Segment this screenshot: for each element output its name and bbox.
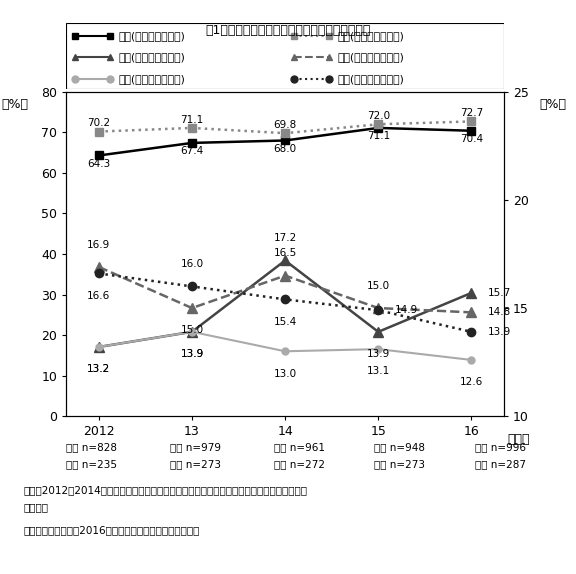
Text: 英国 n=235: 英国 n=235: [66, 459, 118, 469]
Text: 64.3: 64.3: [87, 159, 111, 169]
Text: 16.9: 16.9: [87, 240, 111, 250]
Text: 欧州 n=948: 欧州 n=948: [374, 442, 426, 452]
Text: 16.5: 16.5: [274, 249, 297, 258]
Text: （注）2012～2014年は本調査にトルコを含めていたが、この図ではトルコを除く欧州の数値: （注）2012～2014年は本調査にトルコを含めていたが、この図ではトルコを除く…: [23, 485, 307, 495]
Text: 16.0: 16.0: [180, 259, 203, 269]
Text: 英国 n=287: 英国 n=287: [475, 459, 526, 469]
Text: 14.8: 14.8: [488, 307, 511, 317]
Text: （%）: （%）: [540, 98, 566, 111]
Text: 68.0: 68.0: [274, 144, 297, 154]
Text: 欧州 n=996: 欧州 n=996: [475, 442, 526, 452]
Text: 13.9: 13.9: [367, 349, 390, 359]
Text: 欧州 n=979: 欧州 n=979: [170, 442, 221, 452]
Text: 15.4: 15.4: [274, 317, 297, 327]
Text: 13.9: 13.9: [488, 327, 511, 337]
Text: 69.8: 69.8: [274, 120, 297, 130]
Text: 欧州 n=961: 欧州 n=961: [274, 442, 325, 452]
Text: 17.2: 17.2: [274, 233, 297, 243]
Text: （%）: （%）: [1, 98, 28, 111]
Text: 赤字(欧州、右目盛り): 赤字(欧州、右目盛り): [119, 74, 185, 84]
Text: を記載。: を記載。: [23, 502, 48, 512]
Text: 70.2: 70.2: [88, 118, 111, 129]
Text: 英国 n=273: 英国 n=273: [374, 459, 426, 469]
Text: 13.2: 13.2: [87, 364, 111, 374]
Text: 13.2: 13.2: [87, 364, 111, 374]
Text: 赤字(英国、右目盛り): 赤字(英国、右目盛り): [338, 74, 404, 84]
Text: 13.9: 13.9: [180, 349, 203, 359]
Text: 黒字(英国、左目盛り): 黒字(英国、左目盛り): [338, 31, 404, 41]
Text: 欧州 n=828: 欧州 n=828: [66, 442, 118, 452]
Text: （出所）ジェトロ「2016年度欧州進出日系企業実態調査」: （出所）ジェトロ「2016年度欧州進出日系企業実態調査」: [23, 525, 199, 535]
Text: 均衡(欧州、右目盛り): 均衡(欧州、右目盛り): [119, 52, 185, 63]
Text: 15.7: 15.7: [488, 288, 511, 298]
Text: 13.1: 13.1: [367, 366, 390, 377]
Text: 71.1: 71.1: [367, 131, 390, 141]
Text: 67.4: 67.4: [180, 146, 203, 156]
Text: 72.0: 72.0: [367, 111, 390, 121]
Text: 図1　営業利益見通しの推移（欧州および英国）: 図1 営業利益見通しの推移（欧州および英国）: [205, 24, 371, 37]
Text: 15.0: 15.0: [180, 325, 203, 335]
Text: 黒字(欧州、左目盛り): 黒字(欧州、左目盛り): [119, 31, 185, 41]
Text: 16.6: 16.6: [87, 291, 111, 301]
Text: 英国 n=272: 英国 n=272: [274, 459, 325, 469]
Text: 71.1: 71.1: [180, 115, 203, 125]
Text: 均衡(英国、右目盛り): 均衡(英国、右目盛り): [338, 52, 404, 63]
Text: 13.9: 13.9: [180, 349, 203, 359]
Text: 13.0: 13.0: [274, 369, 297, 379]
Text: 70.4: 70.4: [460, 134, 483, 144]
Text: 15.0: 15.0: [367, 281, 390, 291]
Text: 英国 n=273: 英国 n=273: [170, 459, 221, 469]
Text: 14.9: 14.9: [395, 305, 418, 315]
Text: 12.6: 12.6: [460, 377, 483, 387]
Text: 72.7: 72.7: [460, 108, 483, 118]
Text: （年）: （年）: [507, 433, 529, 447]
